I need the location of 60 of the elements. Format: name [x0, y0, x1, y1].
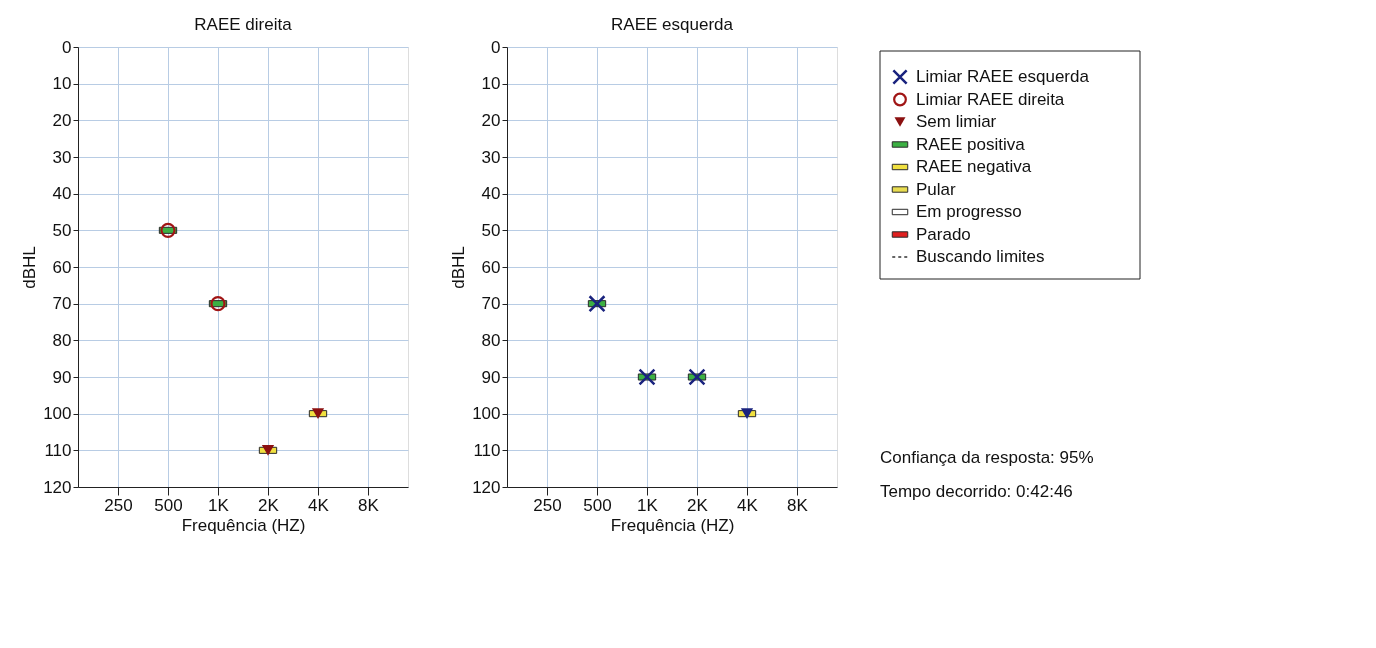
y-tick-label: 50: [52, 220, 72, 240]
y-tick-label: 70: [481, 294, 501, 314]
y-tick-label: 30: [481, 147, 501, 167]
point: [688, 368, 706, 386]
y-axis-title: dBHL: [20, 246, 40, 289]
y-tick-label: 110: [44, 440, 72, 460]
legend-label: Em progresso: [916, 202, 1022, 221]
x-tick-label: 500: [583, 495, 612, 515]
y-tick-label: 110: [473, 440, 501, 460]
y-tick-label: 60: [52, 257, 72, 277]
legend-label: Buscando limites: [916, 247, 1045, 266]
legend-label: Limiar RAEE direita: [916, 89, 1065, 109]
y-tick-label: 20: [52, 110, 72, 130]
y-tick-label: 20: [481, 110, 501, 130]
y-tick-label: 10: [481, 74, 501, 94]
legend-label: Limiar RAEE esquerda: [916, 67, 1090, 86]
x-tick-label: 500: [154, 495, 183, 515]
legend-label: Parado: [916, 224, 971, 244]
legend-label: Sem limiar: [916, 112, 997, 131]
x-tick-label: 250: [104, 495, 133, 515]
point: [160, 222, 176, 238]
y-tick-label: 0: [62, 37, 72, 57]
y-tick-label: 70: [52, 294, 72, 314]
chart-title: RAEE esquerda: [611, 15, 734, 34]
y-tick-label: 100: [43, 404, 72, 424]
x-tick-label: 2K: [258, 495, 280, 515]
point: [638, 368, 656, 386]
y-tick-label: 60: [481, 257, 501, 277]
text: Tempo decorrido: 0:42:46: [880, 482, 1073, 501]
y-tick-label: 120: [43, 477, 72, 497]
y-tick-label: 40: [52, 184, 72, 204]
x-axis-title: Frequência (HZ): [610, 515, 735, 535]
y-tick-label: 0: [491, 37, 501, 57]
text: Confiança da resposta: 95%: [880, 448, 1094, 467]
x-tick-label: 1K: [637, 495, 659, 515]
y-tick-label: 40: [481, 184, 501, 204]
x-tick-label: 250: [533, 495, 562, 515]
point: [588, 295, 606, 313]
y-tick-label: 50: [481, 220, 501, 240]
x-tick-label: 2K: [687, 495, 709, 515]
point: [210, 296, 226, 312]
y-tick-label: 30: [52, 147, 72, 167]
x-tick-label: 4K: [737, 495, 759, 515]
y-tick-label: 120: [472, 477, 501, 497]
y-axis-title: dBHL: [449, 246, 469, 289]
x-tick-label: 8K: [358, 495, 380, 515]
y-tick-label: 10: [52, 74, 72, 94]
chart-title: RAEE direita: [194, 15, 293, 34]
y-tick-label: 80: [52, 330, 72, 350]
x-tick-label: 4K: [308, 495, 330, 515]
legend-label: RAEE positiva: [916, 134, 1026, 154]
legend-label: RAEE negativa: [916, 157, 1032, 176]
x-tick-label: 1K: [208, 495, 230, 515]
y-tick-label: 80: [481, 330, 501, 350]
legend-label: Pular: [916, 179, 957, 199]
x-tick-label: 8K: [787, 495, 809, 515]
y-tick-label: 100: [472, 404, 501, 424]
y-tick-label: 90: [52, 367, 72, 387]
y-tick-label: 90: [481, 367, 501, 387]
x-axis-title: Frequência (HZ): [181, 515, 306, 535]
